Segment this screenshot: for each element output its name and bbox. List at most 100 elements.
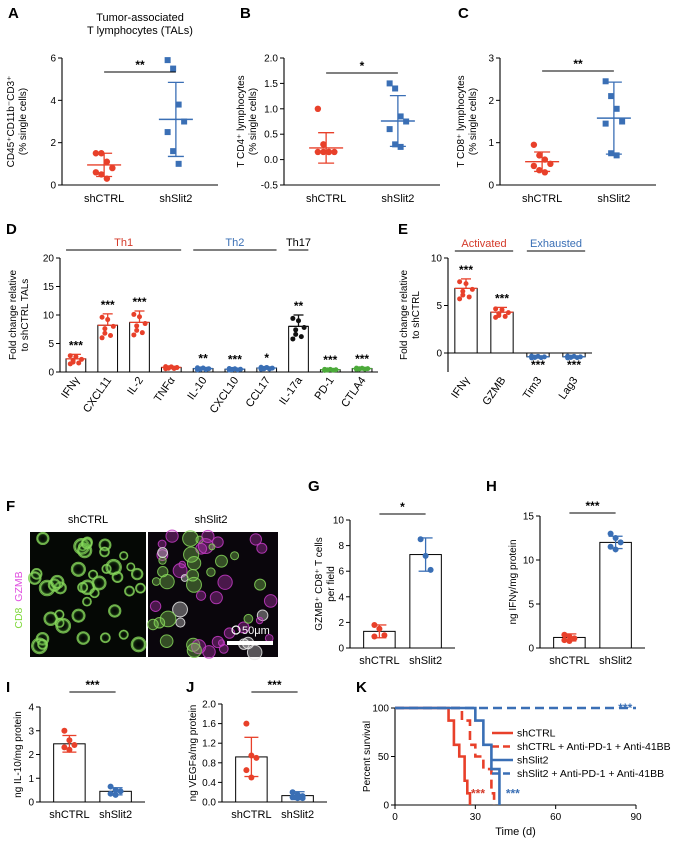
- data-point: [70, 359, 76, 365]
- cd8-cell: [105, 558, 122, 576]
- data-point: [197, 366, 203, 372]
- y-axis-label-line: T CD8⁺ lymphocytes: [456, 75, 467, 167]
- significance-marker: ***: [495, 291, 509, 305]
- x-category-label: shCTRL: [522, 193, 562, 205]
- y-axis-label-line: CD45⁺CD11b⁻CD3⁺: [6, 76, 17, 168]
- y-axis-label-line: GZMB⁺ CD8⁺ T cells: [314, 537, 325, 631]
- survival-curve: [395, 706, 472, 805]
- cd8-cell: [80, 537, 93, 550]
- data-point: [608, 150, 615, 157]
- data-point: [499, 307, 505, 313]
- data-point: [92, 150, 100, 157]
- stained-cell: [186, 576, 202, 593]
- data-point: [460, 288, 466, 294]
- data-point: [392, 141, 399, 148]
- y-y-tick-label: 4: [50, 96, 56, 107]
- data-point: [253, 754, 260, 761]
- legend-label: shSlit2 + Anti-PD-1 + Anti-41BB: [517, 768, 664, 780]
- x-category-label: shCTRL: [359, 655, 399, 667]
- data-point: [170, 65, 177, 72]
- stained-cell: [172, 601, 188, 618]
- stained-cell: [215, 554, 228, 568]
- bar: [53, 743, 86, 803]
- data-point: [496, 312, 502, 318]
- panel-label: G: [308, 478, 320, 495]
- group-label: Th2: [225, 237, 244, 249]
- y-y-tick-label: 0: [436, 349, 442, 360]
- data-point: [612, 546, 619, 553]
- stained-cell: [149, 600, 162, 612]
- stained-cell: [218, 643, 229, 654]
- data-point: [608, 93, 615, 100]
- bar: [97, 324, 119, 373]
- data-point: [469, 286, 475, 292]
- data-point: [612, 535, 619, 541]
- data-point: [613, 105, 620, 112]
- y-axis-label: Fold change relativeto shCTRL: [399, 270, 422, 360]
- x-category-label: CXCL11: [81, 375, 114, 415]
- stained-cell: [153, 616, 166, 629]
- group-label: Exhausted: [530, 238, 582, 250]
- y-y-tick-label: 0.0: [202, 798, 216, 809]
- y-y-tick-label: 0.4: [202, 778, 216, 789]
- panel-i-plot: I 0 1 2 3 4 ng IL-10/mg protein shCTRL shSlit2 **…: [6, 678, 145, 821]
- y-y-tick-label: 0: [383, 801, 389, 812]
- data-point: [320, 148, 327, 156]
- significance-marker: ***: [267, 678, 281, 692]
- data-point: [613, 152, 620, 159]
- data-point: [66, 746, 73, 753]
- data-point: [76, 360, 82, 366]
- x-category-label: shCTRL: [49, 809, 89, 821]
- x-category-label: shCTRL: [84, 193, 124, 205]
- stained-cell: [246, 644, 263, 661]
- panel-label: H: [486, 478, 497, 495]
- x-category-label: IL-2: [125, 375, 146, 397]
- y-y-tick-label: 2.0: [202, 700, 216, 711]
- cd8-cell: [130, 567, 144, 581]
- data-point: [175, 101, 182, 108]
- cd8-cell: [43, 611, 58, 626]
- y-y-tick-label: 1: [488, 138, 494, 149]
- y-y-tick-label: 5: [48, 339, 54, 350]
- data-point: [376, 625, 383, 632]
- y-y-tick-label: 10: [523, 556, 535, 567]
- data-point: [117, 788, 124, 795]
- x-category-label: GZMB: [480, 375, 508, 408]
- panel-label: J: [186, 679, 194, 696]
- data-point: [392, 85, 399, 92]
- data-point: [386, 80, 393, 87]
- y-axis-label-line: T CD4⁺ lymphocytes: [236, 75, 247, 167]
- significance-marker: ***: [459, 263, 473, 277]
- data-point: [112, 791, 119, 798]
- y-axis-label: Fold change relativeto shCTRL TALs: [8, 270, 31, 360]
- stained-cell: [208, 543, 216, 551]
- data-point: [170, 148, 177, 155]
- stained-cell: [159, 610, 177, 628]
- stained-cell: [157, 539, 167, 549]
- panel-j-plot: J 0.0 0.4 0.8 1.2 1.6 2.0ng VEGFa/mg protein sh…: [186, 678, 327, 821]
- cd8-cell: [130, 636, 147, 653]
- panel-c-plot: C 0 1 2 3 T CD8⁺ lymphocytes(% single cells) s…: [456, 5, 656, 205]
- stained-cell: [217, 574, 233, 590]
- x-category-label: CCL17: [244, 375, 273, 410]
- y-y-tick-label: 6: [338, 567, 344, 578]
- y-y-tick-label: 0: [528, 644, 534, 655]
- data-point: [103, 158, 111, 165]
- panel-e-plot: E 0 5 10 Fold change relativeto shCTRL Activa…: [398, 221, 592, 408]
- significance-marker: **: [135, 58, 145, 72]
- y-y-tick-label: 0: [488, 181, 494, 192]
- data-point: [289, 789, 296, 796]
- bar: [288, 325, 309, 373]
- y-axis-label: ng VEGFa/mg protein: [188, 705, 199, 802]
- data-point: [112, 787, 119, 794]
- data-point: [248, 774, 255, 781]
- y-axis-label: Percent survival: [362, 721, 373, 792]
- data-point: [502, 313, 508, 319]
- significance-marker: ***: [567, 358, 581, 372]
- data-point: [466, 294, 472, 300]
- chart-title-line: Tumor-associated: [96, 12, 184, 24]
- y-axis-label-line: ng VEGFa/mg protein: [188, 705, 199, 802]
- data-point: [164, 57, 171, 64]
- cd8-cell: [82, 596, 92, 607]
- panel-label: E: [398, 221, 408, 238]
